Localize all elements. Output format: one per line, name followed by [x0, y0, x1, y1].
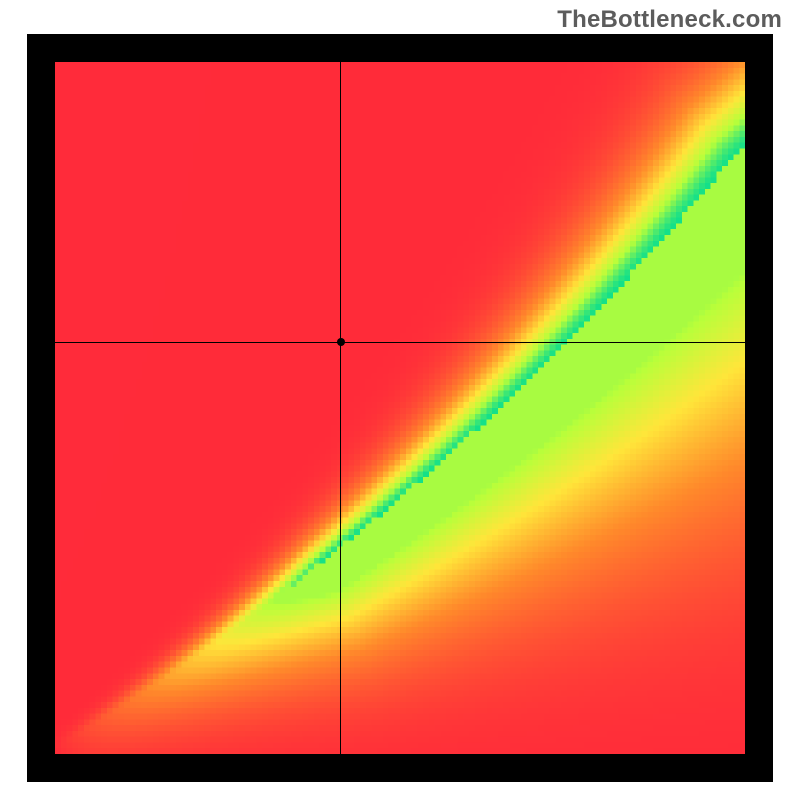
chart-container: TheBottleneck.com — [0, 0, 800, 800]
plot-area — [55, 62, 745, 754]
crosshair-vertical-line — [340, 62, 341, 754]
heatmap — [55, 62, 745, 754]
watermark-text: TheBottleneck.com — [557, 6, 782, 34]
crosshair-horizontal-line — [55, 342, 745, 343]
crosshair-point — [337, 338, 345, 346]
